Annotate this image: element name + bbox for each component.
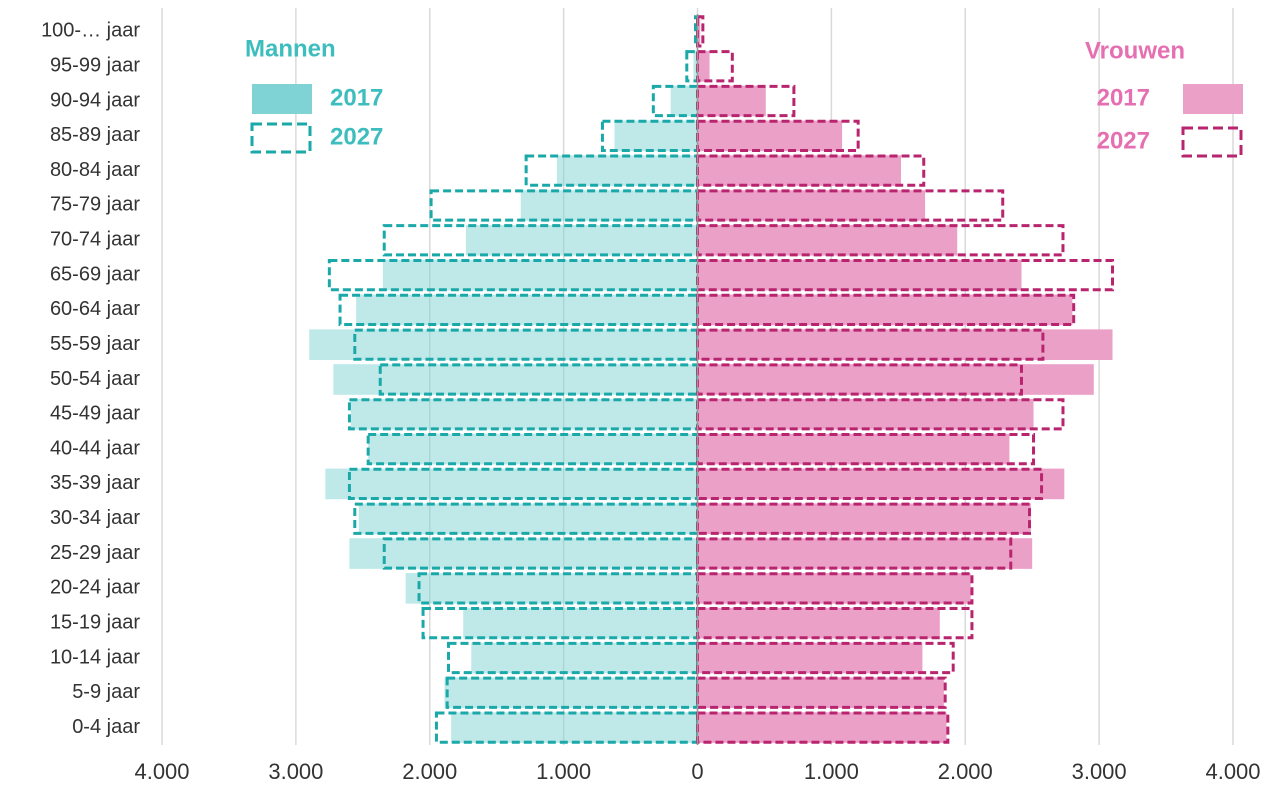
x-tick-label: 0 [691,759,703,784]
legend-title: Mannen [245,35,336,62]
bar [382,259,698,291]
bar [405,573,698,604]
bar [670,85,698,117]
x-tick-label: 1.000 [804,759,859,784]
x-tick-label: 3.000 [1072,759,1127,784]
legend-swatch [1181,126,1243,158]
bar [697,190,926,221]
bar-outline [353,502,699,535]
bar [697,329,1113,361]
bar [368,433,698,465]
y-tick-label: 50-54 jaar [50,368,140,390]
bar [697,677,944,709]
bar [333,364,698,395]
bar [697,120,843,152]
bar [556,155,698,186]
bar [697,468,1065,500]
y-tick-label: 90-94 jaar [50,89,140,111]
legend-label: 2017 [1097,84,1150,111]
y-tick-label: 10-14 jaar [50,646,140,668]
bar [309,329,698,361]
bar-outline [353,328,699,361]
bar-outline [434,711,699,744]
bar [697,538,1033,569]
y-tick-label: 25-29 jaar [50,542,140,564]
y-tick-label: 40-44 jaar [50,437,140,459]
bar [697,642,923,674]
x-tick-label: 1.000 [536,759,591,784]
legend-label: 2017 [330,84,383,111]
bar [349,538,698,569]
bar-outline [696,537,1013,570]
bar [697,50,710,82]
legend-label: 2027 [1097,127,1150,154]
y-tick-label: 45-49 jaar [50,403,140,425]
bar [697,364,1094,395]
y-tick-label: 100-… jaar [41,20,140,42]
bar [463,607,698,639]
x-tick-label: 2.000 [402,759,457,784]
legend-swatch [252,84,312,114]
x-tick-label: 3.000 [268,759,323,784]
bar [697,433,1010,465]
bar [697,503,1031,535]
y-tick-label: 15-19 jaar [50,611,140,633]
y-tick-label: 70-74 jaar [50,229,140,251]
bar-outline [696,84,796,118]
legend-swatch [1183,84,1243,114]
y-tick-label: 95-99 jaar [50,54,140,76]
bar-outline [651,84,699,118]
bar-outline [327,258,699,292]
bar [697,224,958,256]
bar [697,155,901,186]
bar [465,224,698,256]
y-tick-label: 65-69 jaar [50,263,140,285]
bar [697,259,1022,291]
y-tick-label: 85-89 jaar [50,124,140,146]
y-tick-label: 55-59 jaar [50,333,140,355]
bar [444,677,698,709]
bar [325,468,698,500]
bar [358,503,698,535]
bar [697,573,971,604]
x-tick-label: 4.000 [1205,759,1260,784]
legend-label: 2027 [330,123,383,150]
x-tick-label: 4.000 [134,759,189,784]
bar [520,190,698,221]
y-tick-label: 0-4 jaar [72,716,140,738]
y-tick-label: 80-84 jaar [50,159,140,181]
bar [451,712,698,743]
bar [350,398,698,430]
bar [697,398,1034,430]
bar-outline [446,641,699,675]
x-tick-label: 2.000 [938,759,993,784]
bar [697,294,1073,326]
y-tick-label: 5-9 jaar [72,681,140,703]
bar-outline [696,676,947,709]
bar [614,120,698,152]
y-tick-label: 20-24 jaar [50,577,140,599]
bar [697,85,766,117]
y-tick-label: 35-39 jaar [50,472,140,494]
bar [697,712,947,743]
bar [693,50,698,82]
bar-outline [696,258,1115,292]
bar [356,294,698,326]
y-tick-label: 30-34 jaar [50,507,140,529]
bar [697,607,940,639]
bar-outline [696,467,1044,501]
legend-title: Vrouwen [1085,37,1185,64]
y-tick-label: 75-79 jaar [50,194,140,216]
legend-swatch [250,122,312,154]
bar [471,642,698,674]
y-tick-label: 60-64 jaar [50,298,140,320]
